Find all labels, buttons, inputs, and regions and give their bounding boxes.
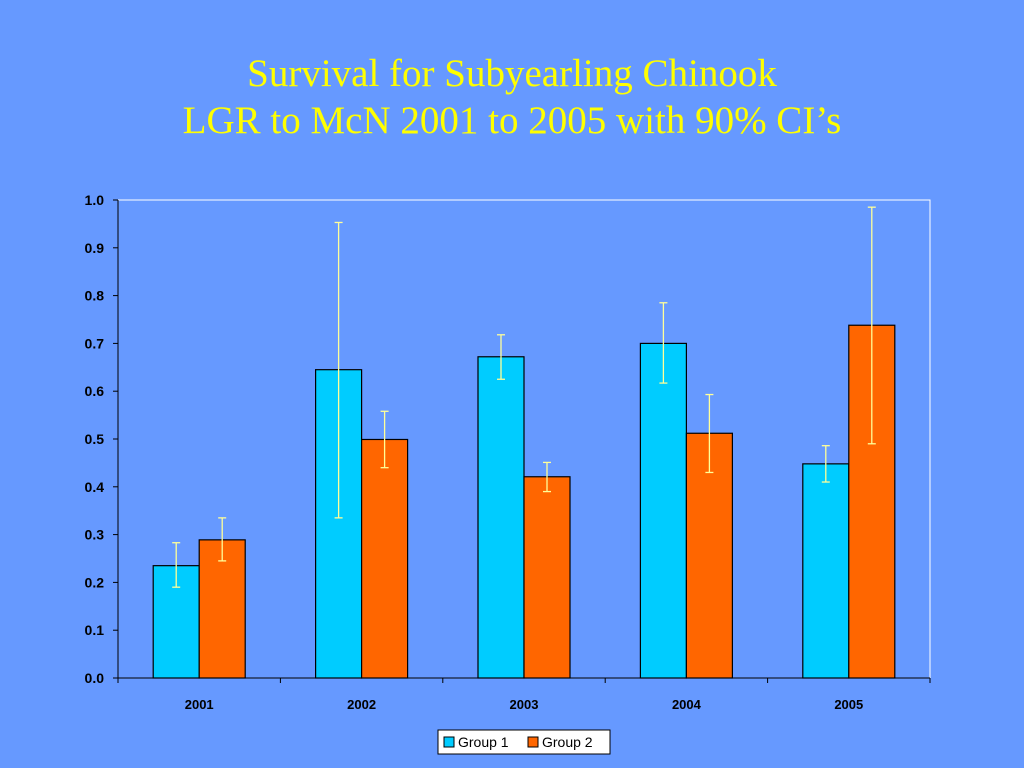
legend-label-group2: Group 2 <box>542 734 593 750</box>
bar-group2-2001 <box>198 539 246 679</box>
y-tick-label: 0.3 <box>85 527 105 543</box>
bar-group1-2003 <box>477 356 525 679</box>
y-tick-label: 1.0 <box>85 192 105 208</box>
x-tick-label: 2004 <box>672 697 702 712</box>
y-tick-label: 0.5 <box>85 431 105 447</box>
bar-group2-2004 <box>685 432 734 679</box>
bar-group1-2004 <box>639 342 688 679</box>
y-tick-label: 0.4 <box>85 479 105 495</box>
x-tick-label: 2005 <box>834 697 863 712</box>
x-tick-label: 2002 <box>347 697 376 712</box>
bar-group2-2002 <box>361 438 409 679</box>
bar-group1-2005 <box>802 463 850 679</box>
legend-swatch-group1 <box>443 736 455 748</box>
legend-label-group1: Group 1 <box>458 734 509 750</box>
bar-group2-2003 <box>523 476 571 679</box>
legend <box>437 729 611 755</box>
y-tick-label: 0.8 <box>85 288 105 304</box>
x-tick-label: 2003 <box>510 697 539 712</box>
y-tick-label: 0.1 <box>85 622 105 638</box>
y-tick-label: 0.9 <box>85 240 105 256</box>
legend-swatch-group2 <box>527 736 539 748</box>
chart-title: Survival for Subyearling Chinook LGR to … <box>0 50 1024 144</box>
y-tick-label: 0.7 <box>85 335 105 351</box>
y-tick-label: 0.0 <box>85 670 105 686</box>
title-line-2: LGR to McN 2001 to 2005 with 90% CI’s <box>182 99 842 142</box>
y-tick-label: 0.6 <box>85 383 105 399</box>
title-line-1: Survival for Subyearling Chinook <box>247 52 777 95</box>
y-tick-label: 0.2 <box>85 574 105 590</box>
x-tick-label: 2001 <box>185 697 214 712</box>
